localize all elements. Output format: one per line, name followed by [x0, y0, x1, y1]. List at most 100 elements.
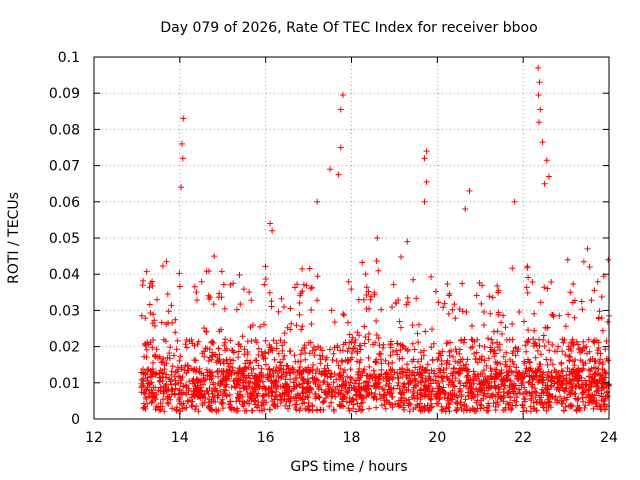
data-point [414, 381, 421, 387]
data-point [339, 92, 346, 98]
data-point [221, 305, 228, 312]
data-point [487, 384, 494, 391]
data-point [149, 344, 156, 351]
data-point [263, 391, 269, 398]
data-point [524, 264, 531, 271]
data-point [198, 278, 205, 285]
data-point [337, 391, 344, 398]
data-point [392, 400, 399, 407]
data-point [372, 374, 379, 381]
data-point [164, 399, 171, 406]
data-point [458, 336, 465, 343]
data-point [283, 362, 290, 369]
data-point [174, 404, 180, 411]
data-point [389, 393, 396, 400]
data-point [492, 407, 499, 413]
data-point [527, 408, 534, 415]
data-point [590, 374, 596, 381]
data-point [305, 339, 312, 346]
data-point [300, 367, 307, 374]
data-point [467, 406, 473, 413]
data-point [220, 281, 227, 288]
data-point [308, 284, 315, 291]
data-point [483, 407, 490, 414]
data-point [477, 371, 484, 377]
data-point [428, 344, 435, 351]
data-point [541, 284, 548, 291]
data-point [236, 272, 243, 278]
data-point [213, 406, 219, 413]
data-point [348, 286, 355, 293]
data-point [566, 379, 573, 386]
data-point [247, 378, 254, 385]
data-point [602, 369, 609, 376]
data-point [257, 323, 263, 330]
data-point [352, 391, 359, 398]
data-point [340, 341, 347, 348]
data-point [364, 382, 371, 389]
data-point [446, 361, 453, 368]
data-points [138, 64, 612, 415]
data-point [579, 384, 586, 391]
data-point [579, 306, 586, 313]
data-point [266, 365, 272, 372]
data-point [511, 385, 518, 392]
data-point [310, 362, 317, 368]
data-point [185, 385, 192, 392]
data-point [357, 356, 364, 363]
data-point [549, 341, 556, 348]
data-point [378, 360, 385, 367]
data-point [321, 398, 328, 404]
data-point [235, 348, 242, 355]
data-point [267, 220, 273, 227]
data-point [193, 289, 200, 296]
data-point [361, 386, 368, 393]
data-point [417, 349, 424, 356]
data-point [386, 386, 393, 393]
data-point [201, 325, 208, 332]
data-point [390, 374, 397, 381]
data-point [350, 345, 357, 352]
data-point [561, 397, 567, 404]
data-point [511, 198, 518, 205]
data-point [564, 365, 571, 371]
data-point [397, 370, 404, 377]
data-point [349, 395, 356, 402]
data-point [176, 283, 183, 290]
data-point [235, 369, 242, 375]
data-point [535, 64, 542, 71]
data-point [387, 342, 394, 348]
data-point [279, 342, 286, 349]
data-point [525, 327, 532, 333]
data-point [317, 356, 324, 363]
data-point [303, 282, 310, 289]
data-point [443, 340, 450, 347]
data-point [362, 334, 369, 340]
data-point [339, 347, 346, 354]
data-point [398, 397, 405, 404]
data-point [562, 403, 569, 410]
data-point [339, 358, 346, 365]
data-point [148, 399, 155, 406]
data-point [464, 366, 471, 373]
data-point [192, 357, 199, 364]
data-point [169, 363, 176, 370]
data-point [503, 349, 510, 356]
data-point [298, 326, 305, 333]
data-point [397, 397, 404, 404]
data-point [604, 318, 611, 325]
data-point [574, 396, 581, 403]
data-point [142, 340, 149, 347]
data-point [152, 396, 159, 403]
data-point [194, 382, 201, 389]
data-point [142, 315, 149, 322]
data-point [504, 390, 511, 397]
data-point [479, 353, 486, 360]
x-axis-ticks: 12 14 16 18 20 22 24 [85, 57, 618, 446]
data-point [382, 405, 389, 412]
data-point [580, 338, 587, 345]
data-point [233, 306, 240, 313]
data-point [594, 387, 601, 394]
data-point [520, 404, 527, 411]
data-point [195, 387, 202, 394]
